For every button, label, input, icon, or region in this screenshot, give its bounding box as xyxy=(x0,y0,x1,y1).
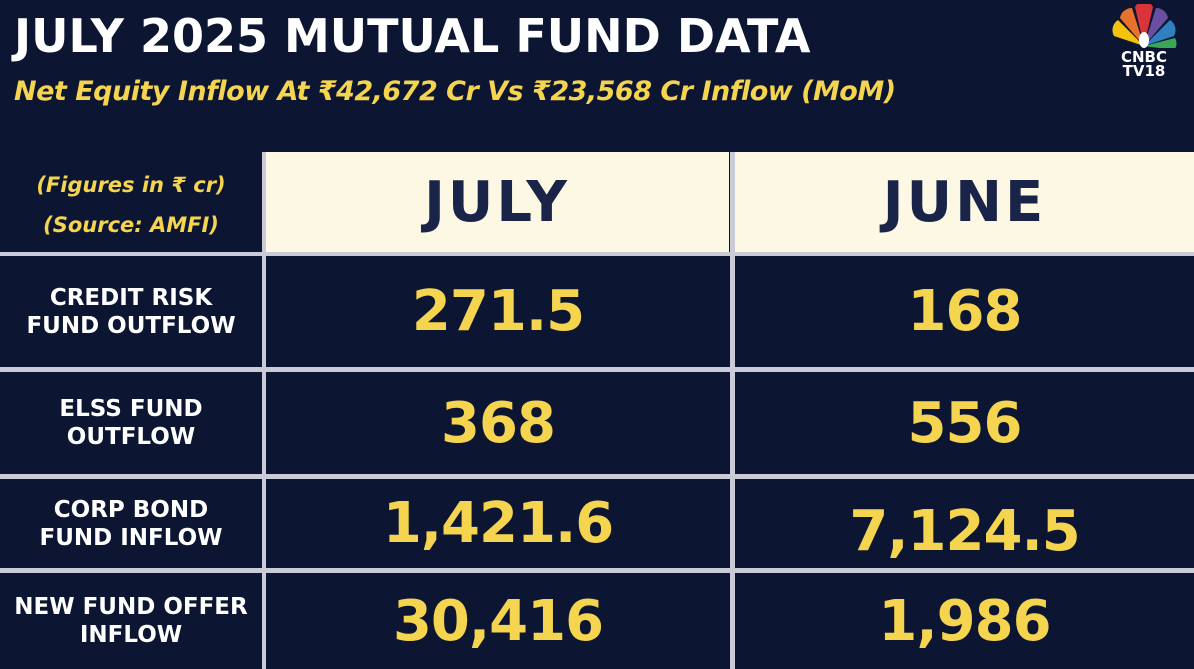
page-title: JULY 2025 MUTUAL FUND DATA xyxy=(14,9,811,63)
peacock-icon xyxy=(1112,4,1177,48)
row-label-nfo: NEW FUND OFFER INFLOW xyxy=(14,594,248,648)
grid-divider xyxy=(0,252,1194,256)
column-header-july: JULY xyxy=(265,152,729,252)
cnbc-tv18-logo: CNBC TV18 xyxy=(1104,4,1184,80)
value-july-credit-risk: 271.5 xyxy=(411,279,585,344)
row-label-credit-risk: CREDIT RISK FUND OUTFLOW xyxy=(26,284,236,339)
value-june-nfo: 1,986 xyxy=(878,588,1051,654)
value-july-corp-bond: 1,421.6 xyxy=(382,491,614,556)
value-july-elss: 368 xyxy=(441,390,556,456)
row-label-corp-bond: CORP BOND FUND INFLOW xyxy=(39,496,223,551)
source-note: (Source: AMFI) xyxy=(43,213,219,237)
value-june-credit-risk: 168 xyxy=(907,279,1023,344)
row-label-elss: ELSS FUND OUTFLOW xyxy=(59,396,203,450)
grid-divider xyxy=(0,367,1194,372)
value-june-corp-bond: 7,124.5 xyxy=(849,499,1080,564)
units-note: (Figures in ₹ cr) xyxy=(36,173,226,197)
grid-divider xyxy=(262,152,266,669)
grid-divider xyxy=(0,474,1194,479)
column-header-june: JUNE xyxy=(735,152,1194,252)
page-subtitle: Net Equity Inflow At ₹42,672 Cr Vs ₹23,5… xyxy=(14,76,896,107)
grid-divider xyxy=(0,568,1194,573)
grid-divider xyxy=(730,152,735,669)
value-june-elss: 556 xyxy=(907,390,1023,456)
logo-cnbc-text: CNBC xyxy=(1120,48,1167,66)
logo-tv18-text: TV18 xyxy=(1122,62,1166,80)
value-july-nfo: 30,416 xyxy=(392,588,604,654)
